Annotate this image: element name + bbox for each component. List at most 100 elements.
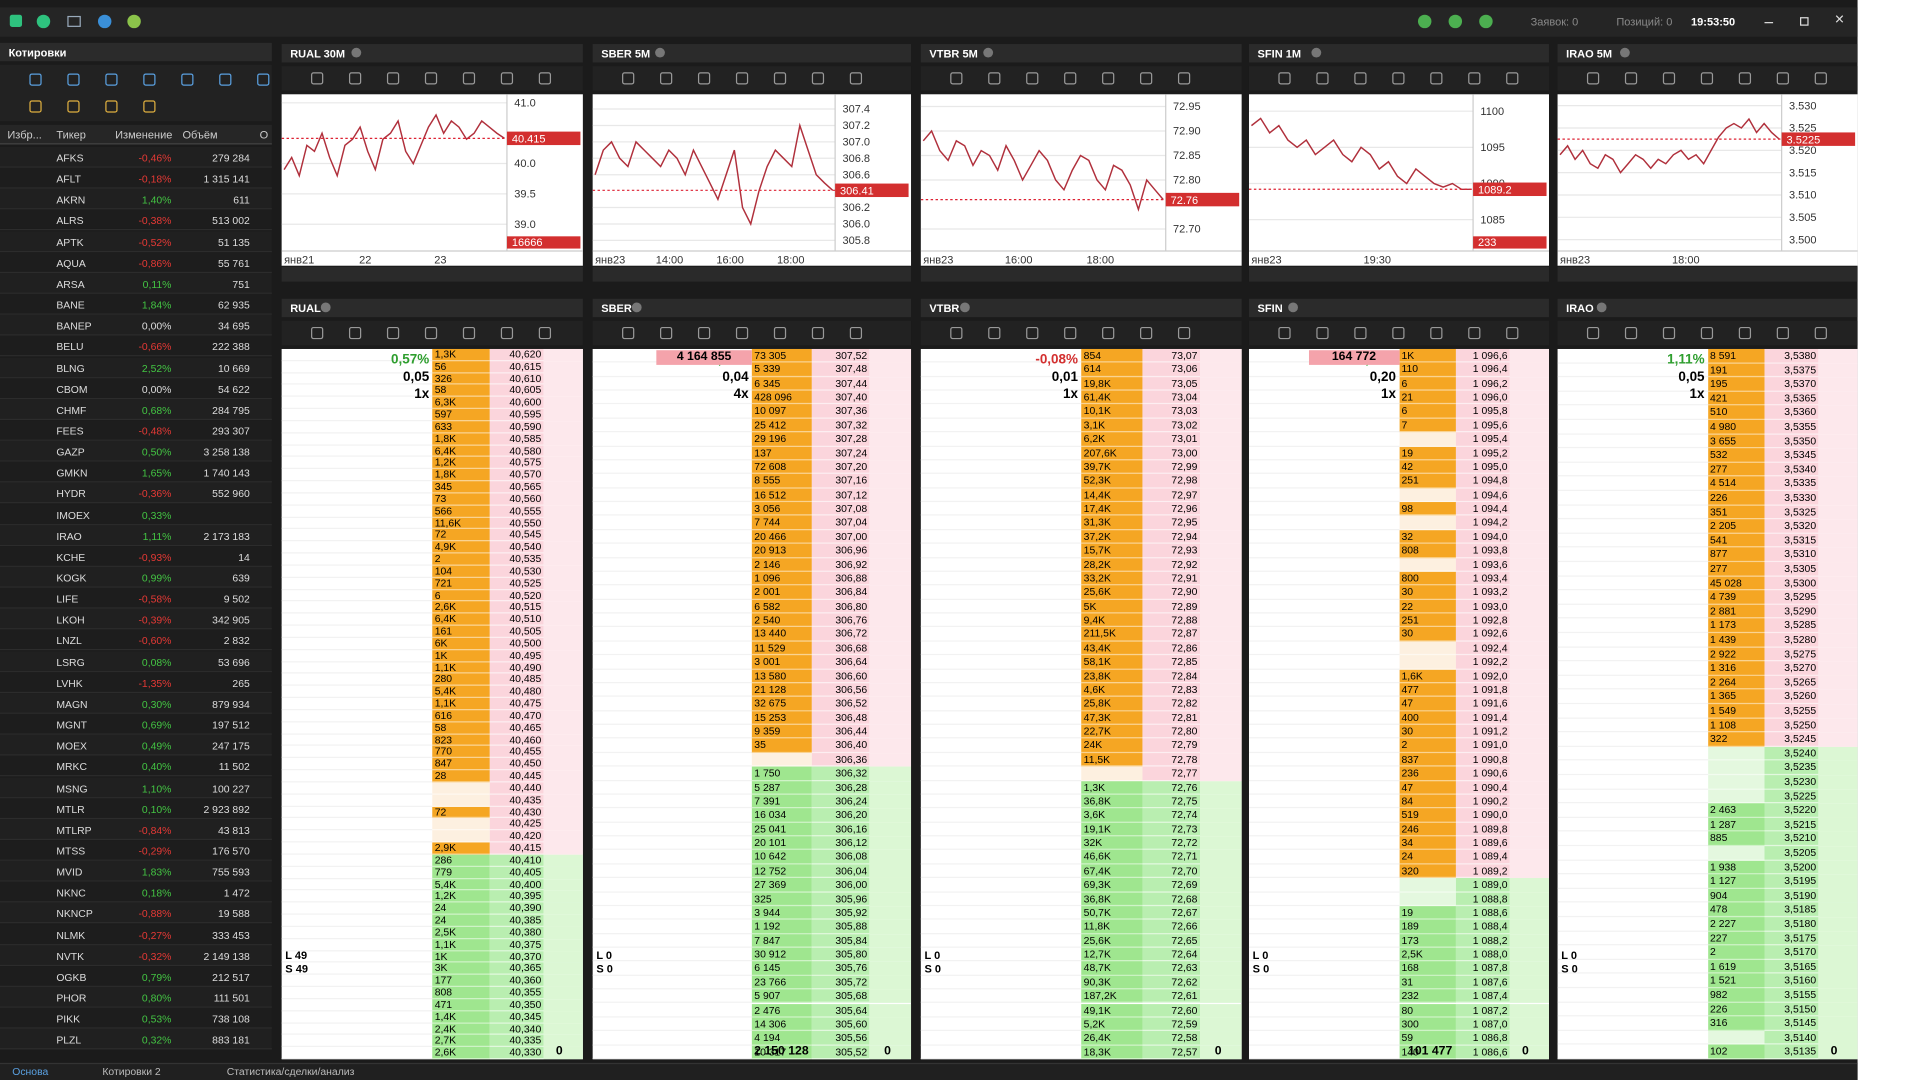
toolbar-icon[interactable] [143, 100, 156, 113]
panel-close[interactable] [655, 47, 666, 58]
toolbar-icon[interactable] [1102, 72, 1115, 85]
toolbar-icon[interactable] [1026, 326, 1039, 340]
quote-row[interactable] [0, 398, 272, 420]
toolbar-icon[interactable] [67, 100, 80, 113]
quote-row[interactable] [0, 272, 272, 294]
toolbar-icon[interactable] [348, 326, 362, 340]
toolbar-icon[interactable] [660, 72, 673, 85]
toolbar-icon[interactable] [500, 72, 514, 85]
quote-row[interactable] [0, 944, 272, 966]
minimize-button[interactable] [1764, 22, 1774, 24]
toolbar-icon[interactable] [311, 72, 324, 85]
toolbar-icon[interactable] [1700, 72, 1714, 85]
toolbar-icon[interactable] [1026, 72, 1039, 85]
toolbar-icon[interactable] [181, 73, 194, 86]
toolbar-icon[interactable] [1776, 72, 1789, 85]
quote-row[interactable] [0, 608, 272, 630]
quote-row[interactable] [0, 797, 272, 819]
quote-row[interactable] [0, 818, 272, 840]
panel-close[interactable] [1288, 302, 1299, 313]
settings-button[interactable] [97, 14, 112, 29]
toolbar-icon[interactable] [1177, 326, 1191, 340]
quote-row[interactable] [0, 1007, 272, 1029]
toolbar-icon[interactable] [462, 72, 476, 85]
toolbar-icon[interactable] [1700, 326, 1714, 340]
toolbar-icon[interactable] [1776, 326, 1789, 340]
toolbar-icon[interactable] [1624, 72, 1638, 85]
column-header[interactable]: Объём [182, 128, 218, 141]
toolbar-icon[interactable] [1392, 326, 1405, 340]
quote-row[interactable] [0, 461, 272, 483]
toolbar-icon[interactable] [811, 326, 825, 340]
quote-row[interactable] [0, 188, 272, 210]
toolbar-icon[interactable] [1738, 72, 1752, 85]
toolbar-icon[interactable] [1278, 326, 1291, 340]
quote-row[interactable] [0, 713, 272, 735]
quote-row[interactable] [0, 965, 272, 987]
toolbar-icon[interactable] [1814, 72, 1827, 85]
quote-row[interactable] [0, 1028, 272, 1050]
toolbar-icon[interactable] [1354, 326, 1367, 340]
toolbar-icon[interactable] [1392, 72, 1405, 85]
toolbar-icon[interactable] [538, 72, 552, 85]
toolbar-icon[interactable] [143, 73, 156, 86]
panel-close[interactable] [351, 47, 362, 58]
tab[interactable]: Котировки 2 [102, 1065, 161, 1078]
toolbar-icon[interactable] [1468, 326, 1481, 340]
quote-row[interactable] [0, 146, 272, 168]
toolbar-icon[interactable] [105, 100, 118, 113]
toolbar-icon[interactable] [1430, 326, 1443, 340]
toolbar-icon[interactable] [1662, 72, 1676, 85]
toolbar-icon[interactable] [773, 72, 787, 85]
tab[interactable]: Основа [12, 1065, 49, 1078]
quote-row[interactable] [0, 356, 272, 378]
quote-row[interactable] [0, 524, 272, 546]
toolbar-icon[interactable] [950, 326, 963, 340]
toolbar-icon[interactable] [29, 100, 42, 113]
quote-row[interactable] [0, 881, 272, 903]
panel-close[interactable] [1620, 47, 1630, 58]
quote-row[interactable] [0, 503, 272, 525]
panel-close[interactable] [1311, 47, 1322, 58]
toolbar-icon[interactable] [622, 72, 635, 85]
quote-row[interactable] [0, 860, 272, 882]
quote-row[interactable] [0, 650, 272, 672]
toolbar-icon[interactable] [311, 326, 324, 340]
quote-row[interactable] [0, 671, 272, 693]
panel-close[interactable] [983, 47, 994, 58]
quote-row[interactable] [0, 923, 272, 945]
toolbar-icon[interactable] [1278, 72, 1291, 85]
toolbar-icon[interactable] [1064, 326, 1077, 340]
toolbar-icon[interactable] [811, 72, 825, 85]
quote-row[interactable] [0, 776, 272, 798]
panel-close[interactable] [1596, 302, 1607, 313]
toolbar-icon[interactable] [735, 326, 749, 340]
quote-row[interactable] [0, 902, 272, 924]
toolbar-icon[interactable] [538, 326, 552, 340]
toolbar-icon[interactable] [1738, 326, 1752, 340]
quote-row[interactable] [0, 482, 272, 504]
table-button[interactable] [67, 15, 81, 27]
quote-row[interactable] [0, 629, 272, 651]
toolbar-icon[interactable] [1430, 72, 1443, 85]
toolbar-icon[interactable] [622, 326, 635, 340]
quote-row[interactable] [0, 839, 272, 861]
toolbar-icon[interactable] [500, 326, 514, 340]
toolbar-icon[interactable] [424, 72, 438, 85]
quote-row[interactable] [0, 230, 272, 252]
close-button[interactable]: ✕ [1834, 13, 1845, 27]
toolbar-icon[interactable] [424, 326, 438, 340]
toolbar-icon[interactable] [1102, 326, 1115, 340]
toolbar-icon[interactable] [1140, 72, 1153, 85]
toolbar-icon[interactable] [950, 72, 963, 85]
toolbar-icon[interactable] [849, 326, 863, 340]
quote-row[interactable] [0, 293, 272, 315]
quote-row[interactable] [0, 167, 272, 189]
toolbar-icon[interactable] [1506, 72, 1519, 85]
quote-row[interactable] [0, 587, 272, 609]
toolbar-icon[interactable] [697, 72, 711, 85]
toolbar-icon[interactable] [988, 326, 1001, 340]
app-logo[interactable] [9, 14, 23, 27]
quote-row[interactable] [0, 209, 272, 231]
quote-row[interactable] [0, 419, 272, 441]
